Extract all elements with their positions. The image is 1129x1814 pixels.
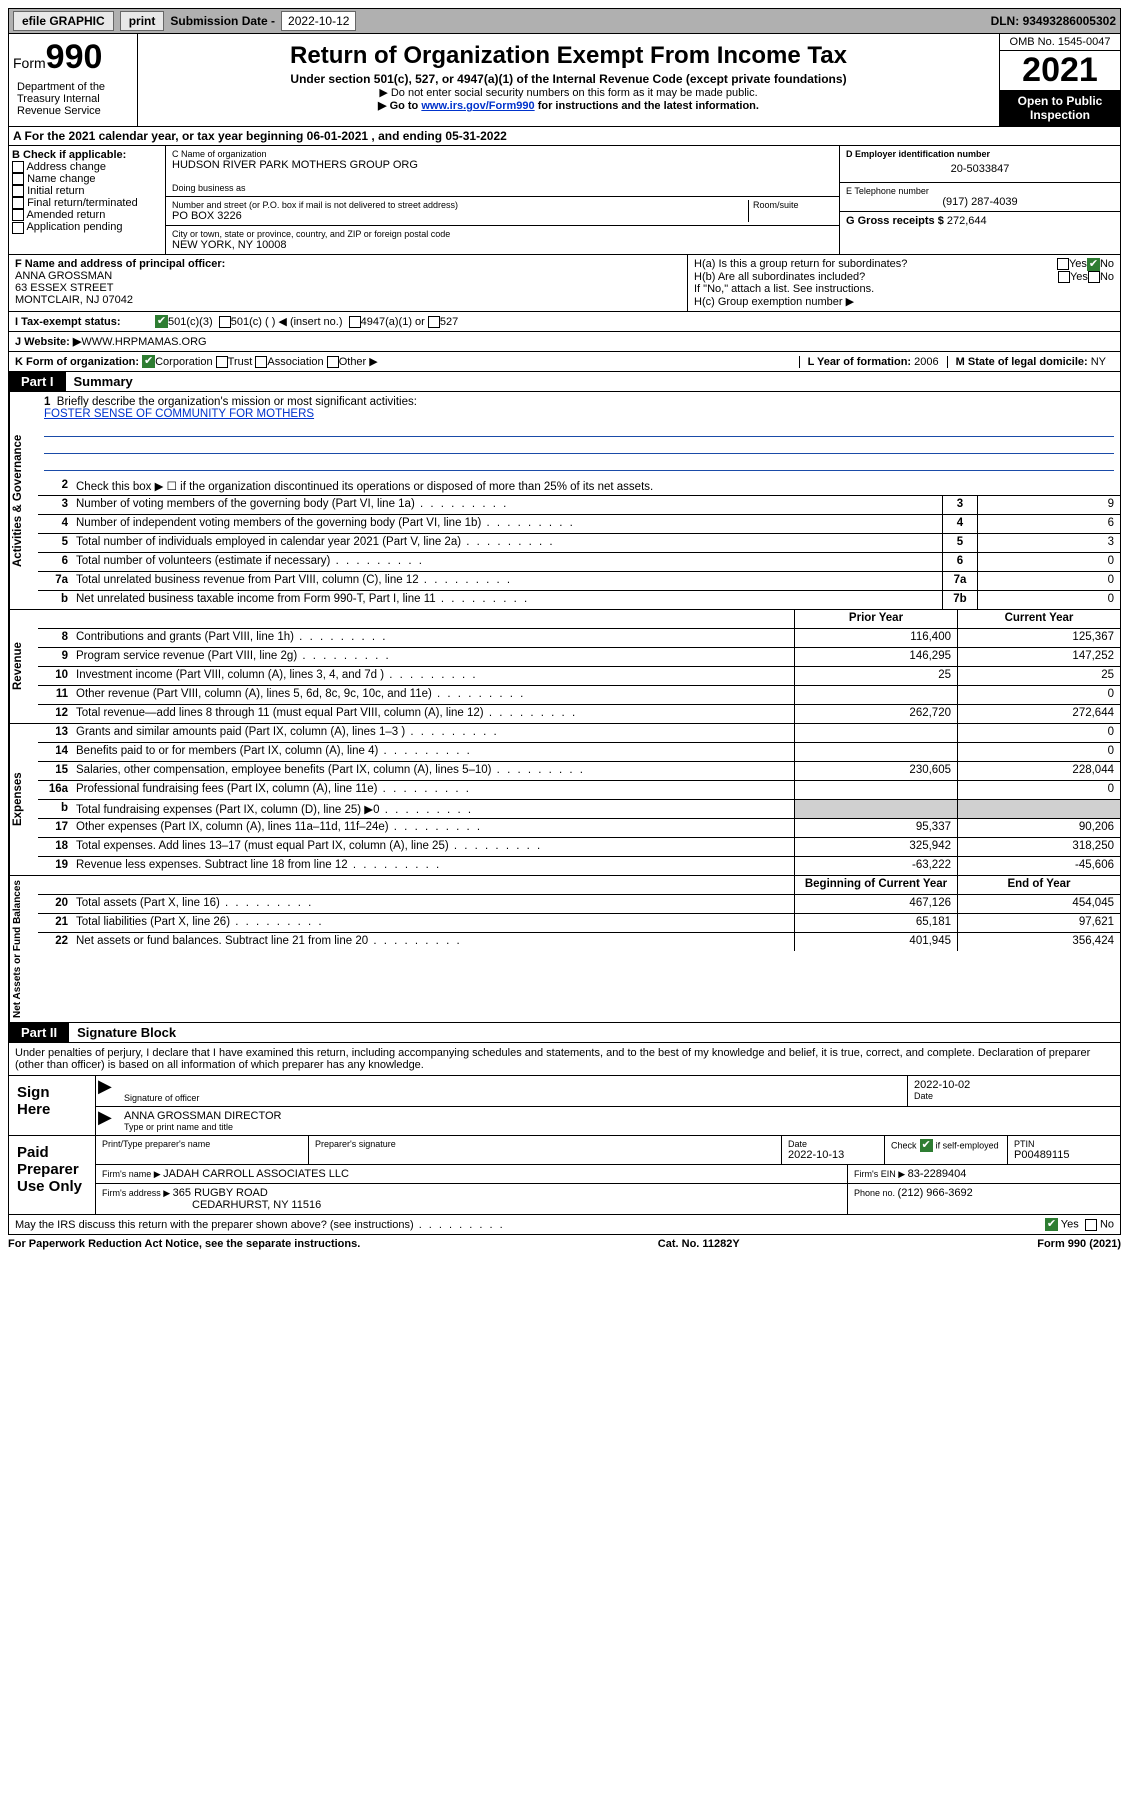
phone: (917) 287-4039	[846, 196, 1114, 208]
summary-governance: Activities & Governance 1 Briefly descri…	[8, 392, 1121, 610]
note-link: ▶ Go to www.irs.gov/Form990 for instruct…	[144, 99, 993, 112]
table-row: 7aTotal unrelated business revenue from …	[38, 572, 1120, 591]
checkbox-item: Address change	[12, 161, 162, 173]
gross-receipts: 272,644	[947, 215, 987, 227]
line1-mission: 1 Briefly describe the organization's mi…	[38, 392, 1120, 477]
check-icon: ✔	[1045, 1218, 1058, 1231]
part2-header: Part II Signature Block	[8, 1023, 1121, 1043]
form-subtitle: Under section 501(c), 527, or 4947(a)(1)…	[144, 72, 993, 86]
part1-header: Part I Summary	[8, 372, 1121, 392]
row-j-website: J Website: ▶ WWW.HRPMAMAS.ORG	[8, 332, 1121, 352]
checkbox-item: Name change	[12, 173, 162, 185]
omb-number: OMB No. 1545-0047	[1000, 34, 1120, 51]
paid-preparer-block: Paid Preparer Use Only Print/Type prepar…	[8, 1136, 1121, 1215]
table-row: 3Number of voting members of the governi…	[38, 496, 1120, 515]
check-icon: ✔	[1087, 258, 1100, 271]
checkbox-item: Application pending	[12, 221, 162, 233]
dln: DLN: 93493286005302	[991, 14, 1116, 28]
sign-here-block: Sign Here ▶ Signature of officer 2022-10…	[8, 1076, 1121, 1136]
officer-name: ANNA GROSSMAN	[15, 270, 681, 282]
tax-year: 2021	[1000, 51, 1120, 90]
table-row: 12Total revenue—add lines 8 through 11 (…	[38, 705, 1120, 723]
table-row: 16aProfessional fundraising fees (Part I…	[38, 781, 1120, 800]
table-row: 14Benefits paid to or for members (Part …	[38, 743, 1120, 762]
mission-text[interactable]: FOSTER SENSE OF COMMUNITY FOR MOTHERS	[44, 408, 314, 420]
org-city: NEW YORK, NY 10008	[172, 239, 833, 251]
topbar: efile GRAPHIC print Submission Date - 20…	[8, 8, 1121, 34]
section-bcde: B Check if applicable: Address change Na…	[8, 146, 1121, 255]
col-h-group: H(a) Is this a group return for subordin…	[688, 255, 1120, 311]
table-row: 13Grants and similar amounts paid (Part …	[38, 724, 1120, 743]
check-icon: ✔	[155, 315, 168, 328]
col-f-officer: F Name and address of principal officer:…	[9, 255, 688, 311]
table-row: 20Total assets (Part X, line 16)467,1264…	[38, 895, 1120, 914]
summary-net-assets: Net Assets or Fund Balances Beginning of…	[8, 876, 1121, 1023]
org-address: PO BOX 3226	[172, 210, 748, 222]
footer: For Paperwork Reduction Act Notice, see …	[8, 1235, 1121, 1253]
check-icon: ✔	[920, 1139, 933, 1152]
table-row: 11Other revenue (Part VIII, column (A), …	[38, 686, 1120, 705]
arrow-icon: ▶	[96, 1107, 118, 1135]
table-row: 9Program service revenue (Part VIII, lin…	[38, 648, 1120, 667]
irs-link[interactable]: www.irs.gov/Form990	[421, 100, 534, 112]
sig-declaration: Under penalties of perjury, I declare th…	[8, 1043, 1121, 1076]
form-header: Form990 Department of the Treasury Inter…	[8, 34, 1121, 127]
summary-revenue: Revenue Prior Year Current Year 8Contrib…	[8, 610, 1121, 724]
arrow-icon: ▶	[96, 1076, 118, 1106]
form-number: Form990	[13, 38, 133, 77]
table-row: 19Revenue less expenses. Subtract line 1…	[38, 857, 1120, 875]
sig-date: 2022-10-02	[914, 1079, 1114, 1091]
table-row: bTotal fundraising expenses (Part IX, co…	[38, 800, 1120, 819]
dept-label: Department of the Treasury Internal Reve…	[13, 77, 133, 121]
subdate-value: 2022-10-12	[281, 11, 356, 31]
table-row: 17Other expenses (Part IX, column (A), l…	[38, 819, 1120, 838]
efile-label: efile GRAPHIC	[13, 11, 114, 31]
print-button[interactable]: print	[120, 11, 165, 31]
table-row: 10Investment income (Part VIII, column (…	[38, 667, 1120, 686]
table-row: 18Total expenses. Add lines 13–17 (must …	[38, 838, 1120, 857]
officer-name-title: ANNA GROSSMAN DIRECTOR	[124, 1110, 1114, 1122]
table-row: 22Net assets or fund balances. Subtract …	[38, 933, 1120, 951]
org-name: HUDSON RIVER PARK MOTHERS GROUP ORG	[172, 159, 833, 171]
row-klm: K Form of organization: ✔ Corporation Tr…	[8, 352, 1121, 372]
table-row: 5Total number of individuals employed in…	[38, 534, 1120, 553]
open-public-badge: Open to Public Inspection	[1000, 90, 1120, 126]
section-fh: F Name and address of principal officer:…	[8, 255, 1121, 312]
irs-discuss-row: May the IRS discuss this return with the…	[8, 1215, 1121, 1235]
website: WWW.HRPMAMAS.ORG	[81, 336, 206, 348]
ein: 20-5033847	[846, 159, 1114, 179]
table-row: 21Total liabilities (Part X, line 26)65,…	[38, 914, 1120, 933]
table-row: bNet unrelated business taxable income f…	[38, 591, 1120, 609]
col-de: D Employer identification number 20-5033…	[840, 146, 1120, 254]
table-row: 8Contributions and grants (Part VIII, li…	[38, 629, 1120, 648]
col-b-checkboxes: B Check if applicable: Address change Na…	[9, 146, 166, 254]
row-i-tax-status: I Tax-exempt status: ✔ 501(c)(3) 501(c) …	[8, 312, 1121, 332]
form-title: Return of Organization Exempt From Incom…	[144, 42, 993, 70]
summary-expenses: Expenses 13Grants and similar amounts pa…	[8, 724, 1121, 876]
checkbox-item: Final return/terminated	[12, 197, 162, 209]
check-icon: ✔	[142, 355, 155, 368]
checkbox-item: Amended return	[12, 209, 162, 221]
note-ssn: ▶ Do not enter social security numbers o…	[144, 86, 993, 99]
col-c-org-info: C Name of organization HUDSON RIVER PARK…	[166, 146, 840, 254]
table-row: 4Number of independent voting members of…	[38, 515, 1120, 534]
subdate-label: Submission Date -	[170, 14, 275, 28]
table-row: 6Total number of volunteers (estimate if…	[38, 553, 1120, 572]
checkbox-item: Initial return	[12, 185, 162, 197]
table-row: 15Salaries, other compensation, employee…	[38, 762, 1120, 781]
row-a-tax-year: A For the 2021 calendar year, or tax yea…	[8, 127, 1121, 146]
